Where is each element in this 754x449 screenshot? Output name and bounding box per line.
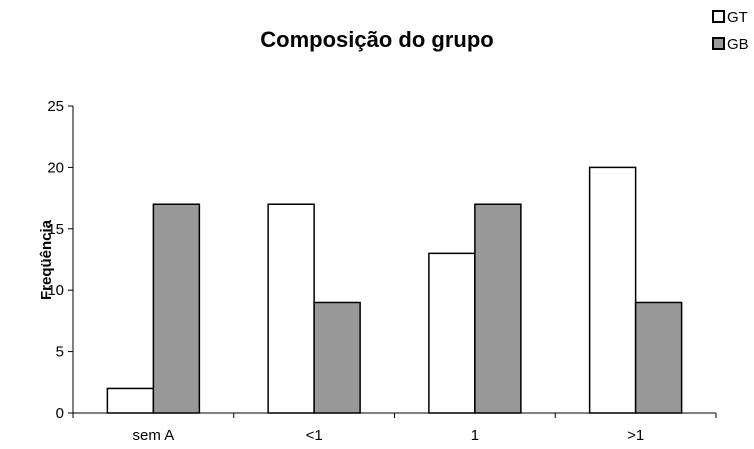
legend-label-gb: GB [727,36,749,53]
bars [106,166,683,414]
bar-gb-1 [313,301,361,414]
legend: GT GB [712,9,749,53]
bar-gb-0 [152,203,201,414]
y-tick-label-4: 20 [47,159,64,176]
bar-gt-0 [106,387,155,414]
bar-gt-3 [588,166,637,414]
bar-gb-2 [474,203,522,414]
bar-gb-3 [634,301,683,414]
legend-swatch-gb [712,37,725,50]
legend-label-gt: GT [727,9,748,26]
x-tick-label-2: 1 [471,427,479,444]
x-tick-label-1: <1 [306,427,323,444]
bar-gt-2 [428,252,476,414]
y-tick-label-1: 5 [56,344,64,361]
x-tick-label-3: >1 [627,427,644,444]
y-tick-label-5: 25 [47,98,64,115]
axes: 0 5 10 15 20 25 sem A <1 1 >1 [47,98,717,444]
x-tick-label-0: sem A [133,427,175,444]
bar-gt-1 [267,203,315,414]
chart-title: Composição do grupo [260,27,493,52]
y-tick-label-3: 15 [47,221,64,238]
y-axis-label: Freqüência [38,219,55,300]
y-tick-label-2: 10 [47,282,64,299]
y-tick-label-0: 0 [56,405,64,422]
legend-swatch-gt [712,10,725,23]
